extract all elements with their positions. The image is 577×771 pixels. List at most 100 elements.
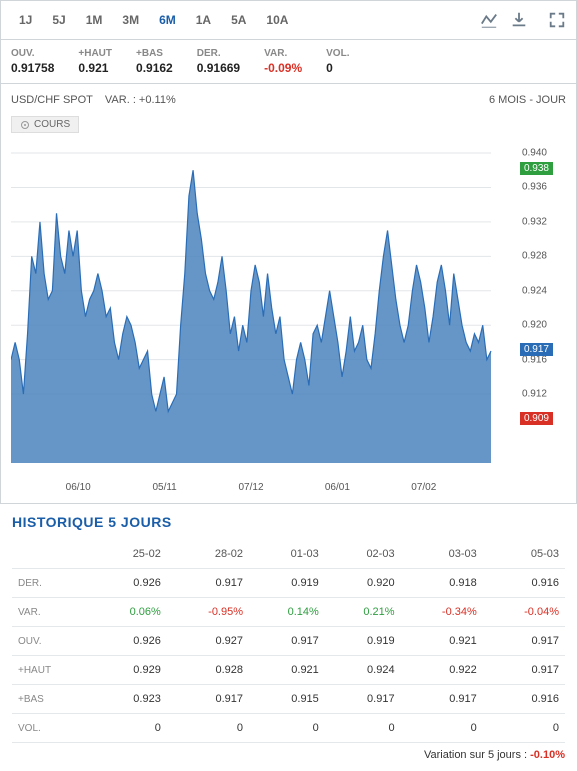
chart-title: USD/CHF SPOT <box>11 94 93 106</box>
stats-row: OUV. 0.91758 +HAUT 0.921 +BAS 0.9162 DER… <box>1 40 576 84</box>
cell: 0.917 <box>401 685 483 714</box>
stat-label: VOL. <box>326 48 349 59</box>
history-date: 01-03 <box>249 540 325 569</box>
cell: 0.917 <box>483 627 565 656</box>
cell: 0.917 <box>249 627 325 656</box>
y-tick-label: 0.940 <box>522 148 547 159</box>
stat-label: VAR. <box>264 48 302 59</box>
timerange-tab-6M[interactable]: 6M <box>151 9 184 31</box>
fullscreen-icon[interactable] <box>548 11 566 29</box>
row-label: OUV. <box>12 627 91 656</box>
cell: 0.916 <box>483 569 565 598</box>
y-tick-label: 0.936 <box>522 182 547 193</box>
table-row: OUV.0.9260.9270.9170.9190.9210.917 <box>12 627 565 656</box>
cell: 0 <box>483 714 565 743</box>
cell: 0 <box>167 714 249 743</box>
stat-ouv: OUV. 0.91758 <box>11 48 54 75</box>
footer-label: Variation sur 5 jours : <box>424 749 527 761</box>
cell: 0.922 <box>401 656 483 685</box>
x-tick-label: 07/02 <box>411 482 436 493</box>
stat-var: VAR. -0.09% <box>264 48 302 75</box>
stat-value: 0.91758 <box>11 61 54 75</box>
chart-header: USD/CHF SPOT VAR. : +0.11% 6 MOIS - JOUR <box>11 94 566 106</box>
y-tick-label: 0.920 <box>522 320 547 331</box>
timerange-tab-5J[interactable]: 5J <box>44 9 73 31</box>
timerange-tab-1A[interactable]: 1A <box>188 9 219 31</box>
cell: 0.916 <box>483 685 565 714</box>
row-label: VOL. <box>12 714 91 743</box>
widget-container: 1J5J1M3M6M1A5A10A OUV. 0.91758 +HAUT 0.9… <box>0 0 577 504</box>
y-tick-label: 0.912 <box>522 389 547 400</box>
chart-var: VAR. : +0.11% <box>105 94 176 106</box>
cell: 0.919 <box>325 627 401 656</box>
table-row: DER.0.9260.9170.9190.9200.9180.916 <box>12 569 565 598</box>
history-date: 28-02 <box>167 540 249 569</box>
row-label: VAR. <box>12 598 91 627</box>
table-row: +BAS0.9230.9170.9150.9170.9170.916 <box>12 685 565 714</box>
gear-icon <box>20 120 30 130</box>
stat-vol: VOL. 0 <box>326 48 349 75</box>
cell: 0.926 <box>91 627 167 656</box>
x-tick-label: 06/01 <box>325 482 350 493</box>
timerange-tab-5A[interactable]: 5A <box>223 9 254 31</box>
cell: 0 <box>325 714 401 743</box>
download-icon[interactable] <box>510 11 528 29</box>
stat-value: 0.9162 <box>136 61 173 75</box>
cell: 0.924 <box>325 656 401 685</box>
table-row: VOL.000000 <box>12 714 565 743</box>
cell: 0.917 <box>167 685 249 714</box>
cell: 0 <box>91 714 167 743</box>
stat-label: +BAS <box>136 48 173 59</box>
history-date: 03-03 <box>401 540 483 569</box>
x-tick-label: 07/12 <box>238 482 263 493</box>
chart-tools <box>480 11 566 29</box>
timerange-tab-10A[interactable]: 10A <box>258 9 296 31</box>
timerange-tab-3M[interactable]: 3M <box>114 9 147 31</box>
price-flag: 0.909 <box>520 412 553 425</box>
cell: 0.929 <box>91 656 167 685</box>
y-tick-label: 0.928 <box>522 251 547 262</box>
timerange-row: 1J5J1M3M6M1A5A10A <box>1 1 576 40</box>
cell: 0.921 <box>249 656 325 685</box>
cell: -0.95% <box>167 598 249 627</box>
history-section: HISTORIQUE 5 JOURS 25-0228-0201-0302-030… <box>0 504 577 771</box>
chart-period: 6 MOIS - JOUR <box>489 94 566 106</box>
timerange-tabs: 1J5J1M3M6M1A5A10A <box>11 9 296 31</box>
table-row: +HAUT0.9290.9280.9210.9240.9220.917 <box>12 656 565 685</box>
history-date: 02-03 <box>325 540 401 569</box>
history-date: 25-02 <box>91 540 167 569</box>
chart-type-icon[interactable] <box>480 11 498 29</box>
cell: 0.927 <box>167 627 249 656</box>
stat-label: OUV. <box>11 48 54 59</box>
cell: 0.920 <box>325 569 401 598</box>
stat-bas: +BAS 0.9162 <box>136 48 173 75</box>
row-label: +BAS <box>12 685 91 714</box>
cell: 0.917 <box>483 656 565 685</box>
cell: 0.14% <box>249 598 325 627</box>
cell: 0.926 <box>91 569 167 598</box>
timerange-tab-1J[interactable]: 1J <box>11 9 40 31</box>
stat-value: 0 <box>326 61 349 75</box>
cell: -0.34% <box>401 598 483 627</box>
cell: 0.21% <box>325 598 401 627</box>
cours-badge[interactable]: COURS <box>11 116 79 133</box>
history-date: 05-03 <box>483 540 565 569</box>
cell: 0.928 <box>167 656 249 685</box>
timerange-tab-1M[interactable]: 1M <box>78 9 111 31</box>
cell: 0 <box>249 714 325 743</box>
history-table: 25-0228-0201-0302-0303-0305-03DER.0.9260… <box>12 540 565 743</box>
stat-label: DER. <box>197 48 240 59</box>
cell: 0.917 <box>325 685 401 714</box>
price-flag: 0.938 <box>520 162 553 175</box>
cell: 0.917 <box>167 569 249 598</box>
cell: 0.921 <box>401 627 483 656</box>
stat-label: +HAUT <box>78 48 112 59</box>
chart-canvas[interactable]: 0.9120.9160.9200.9240.9280.9320.9360.940… <box>11 133 551 493</box>
cell: 0.923 <box>91 685 167 714</box>
x-tick-label: 05/11 <box>152 482 176 493</box>
price-flag: 0.917 <box>520 343 553 356</box>
stat-value: -0.09% <box>264 61 302 75</box>
cell: 0.918 <box>401 569 483 598</box>
cell: 0.919 <box>249 569 325 598</box>
y-tick-label: 0.924 <box>522 285 547 296</box>
